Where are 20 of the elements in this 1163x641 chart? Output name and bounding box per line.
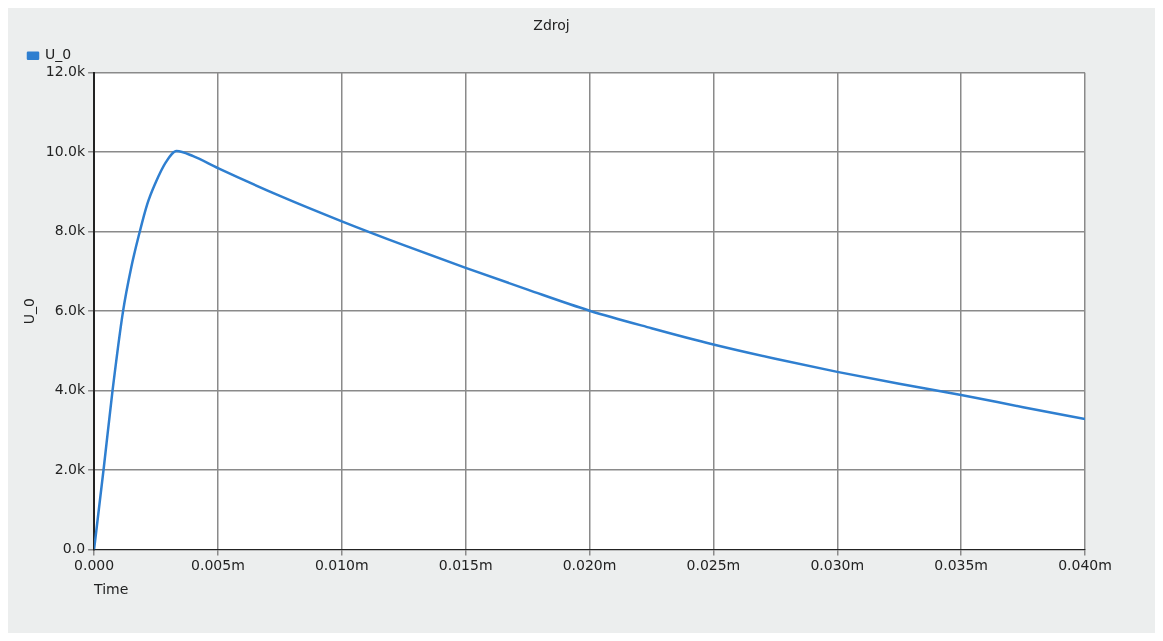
y-tick-label: 12.0k	[45, 63, 86, 80]
x-tick-label: 0.040m	[1058, 557, 1112, 574]
x-axis-title: Time	[93, 581, 129, 598]
x-tick-label: 0.020m	[562, 557, 617, 574]
x-tick-label: 0.015m	[438, 557, 493, 574]
y-tick-label: 10.0k	[45, 142, 86, 159]
y-axis-title: U_0	[21, 298, 38, 325]
x-tick-label: 0.000	[74, 557, 115, 574]
x-tick-label: 0.010m	[314, 557, 369, 574]
y-tick-label: 4.0k	[54, 381, 86, 398]
chart-title: Zdroj	[533, 17, 570, 34]
y-tick-label: 8.0k	[54, 222, 86, 239]
y-tick-label: 2.0k	[54, 460, 86, 477]
x-tick-label: 0.030m	[810, 557, 865, 574]
legend-label: U_0	[45, 46, 72, 63]
x-tick-label: 0.025m	[686, 557, 741, 574]
y-tick-label: 0.0	[62, 540, 86, 557]
y-tick-label: 6.0k	[54, 301, 86, 318]
x-tick-label: 0.005m	[191, 557, 245, 574]
x-tick-label: 0.035m	[934, 557, 988, 574]
